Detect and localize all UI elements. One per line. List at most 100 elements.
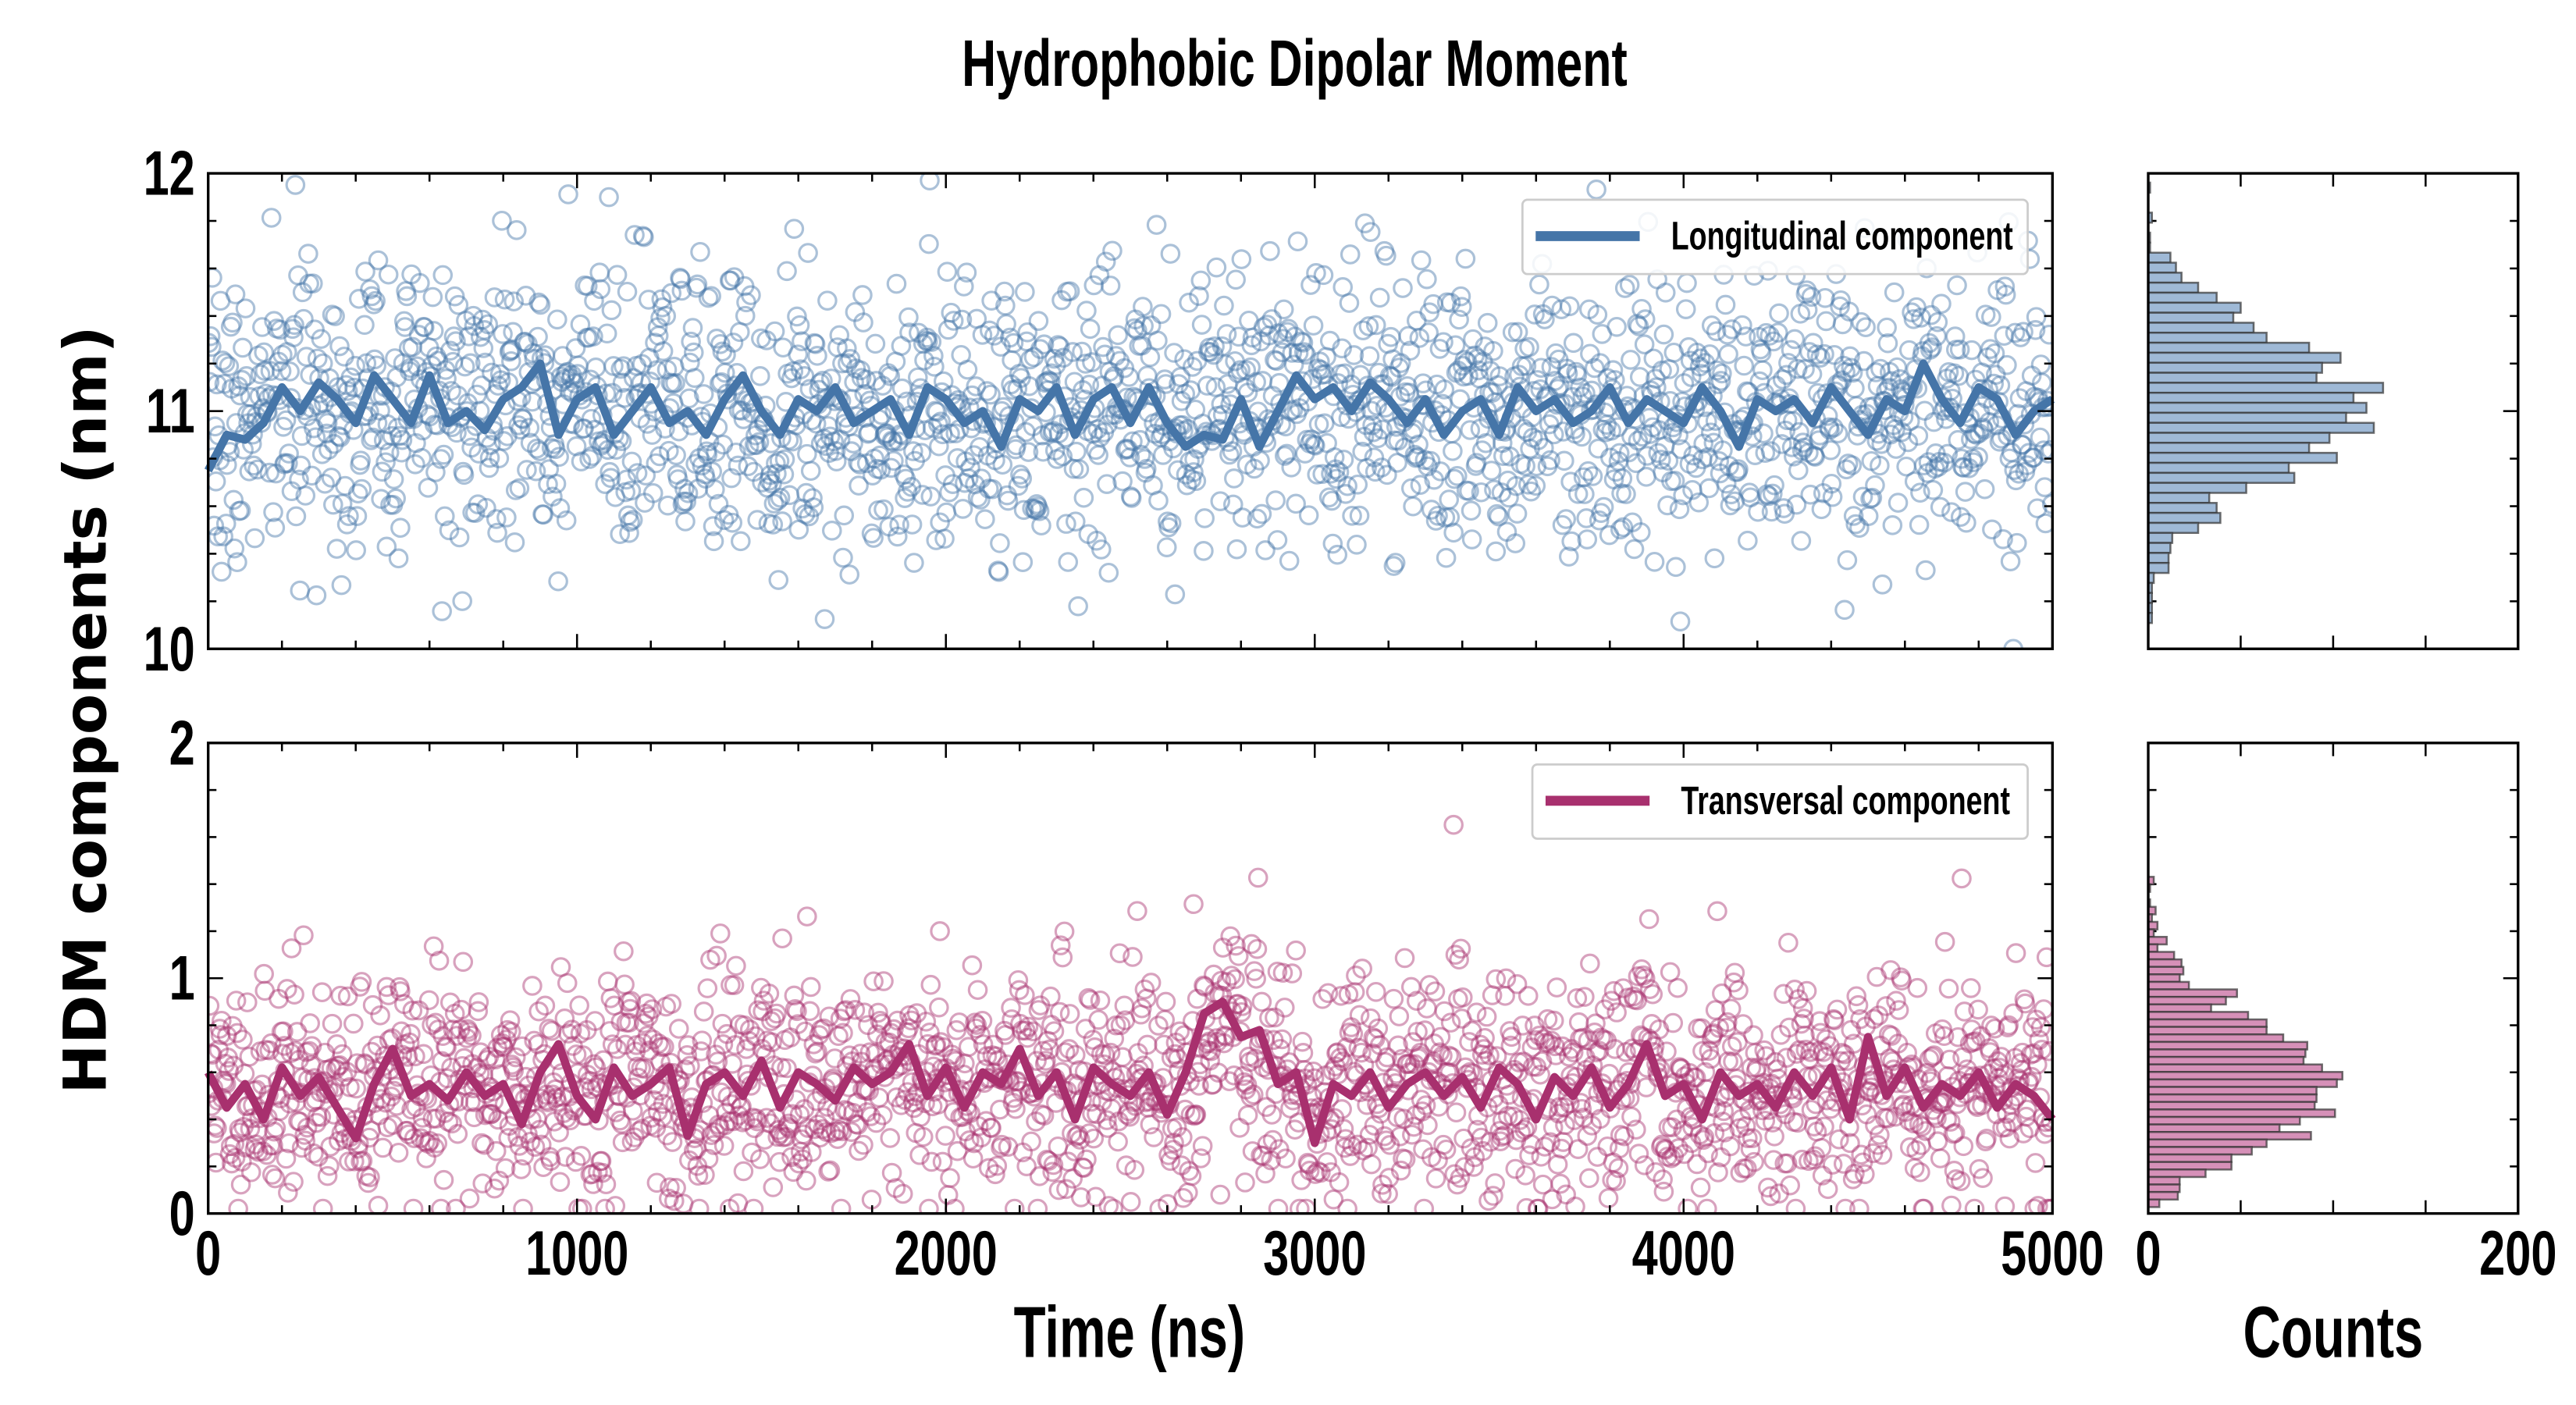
scatter-point (951, 344, 971, 365)
scatter-point (540, 1151, 561, 1171)
scatter-point (1065, 1044, 1086, 1065)
scatter-point (696, 441, 717, 462)
scatter-point (929, 997, 949, 1018)
scatter-point (1976, 1129, 1997, 1149)
scatter-point (710, 334, 731, 354)
scatter-point (447, 1123, 468, 1144)
scatter-point (1968, 446, 1988, 468)
scatter-point (1301, 429, 1322, 450)
scatter-point (519, 418, 540, 438)
scatter-point (1880, 424, 1901, 445)
scatter-point (1004, 1198, 1025, 1214)
scatter-point (502, 340, 522, 360)
scatter-point (656, 996, 677, 1017)
scatter-point (1109, 943, 1130, 964)
scatter-point (1090, 427, 1111, 447)
scatter-point (1183, 894, 1204, 915)
scatter-point (830, 429, 851, 450)
scatter-point (1679, 1062, 1700, 1083)
scatter-point (563, 1036, 583, 1056)
scatter-point (885, 1178, 906, 1198)
scatter-point (1810, 347, 1831, 368)
scatter-point (846, 1092, 867, 1113)
scatter-point (1015, 985, 1035, 1005)
scatter-point (1891, 967, 1911, 987)
scatter-point (2005, 470, 2026, 491)
scatter-point (399, 1032, 420, 1053)
scatter-point (1360, 222, 1381, 242)
scatter-point (1197, 375, 1218, 396)
scatter-point (1671, 1058, 1692, 1079)
scatter-point (460, 353, 481, 374)
scatter-point (912, 485, 933, 505)
scatter-point (1319, 330, 1340, 351)
scatter-point (568, 355, 589, 376)
histogram-bar (2147, 1130, 2312, 1141)
scatter-point (1423, 293, 1443, 315)
scatter-point (1507, 503, 1528, 524)
scatter-point (642, 999, 663, 1019)
scatter-point (1027, 496, 1048, 517)
scatter-point (817, 1122, 837, 1142)
scatter-point (265, 1168, 286, 1189)
scatter-point (314, 393, 334, 414)
scatter-point (1206, 257, 1227, 278)
scatter-point (1851, 1144, 1871, 1165)
y-tick-label: 11 (146, 375, 195, 446)
scatter-point (911, 443, 932, 463)
scatter-point (1837, 550, 1858, 571)
scatter-point (1332, 277, 1354, 297)
scatter-point (789, 1104, 810, 1125)
scatter-point (543, 1084, 563, 1105)
scatter-point (1497, 1106, 1518, 1126)
scatter-point (1016, 1020, 1036, 1041)
scatter-point (325, 306, 345, 326)
scatter-point (1530, 1064, 1550, 1085)
scatter-point (536, 1090, 557, 1111)
scatter-point (1950, 507, 1971, 528)
scatter-point (1540, 450, 1560, 471)
scatter-point (467, 384, 487, 405)
histogram-bar (2147, 511, 2222, 525)
scatter-point (1265, 490, 1286, 510)
scatter-point (1979, 1038, 2000, 1058)
scatter-point (839, 1045, 860, 1066)
scatter-point (1525, 1030, 1546, 1051)
scatter-point (1005, 1098, 1026, 1119)
scatter-point (994, 1020, 1015, 1041)
scatter-point (1057, 281, 1077, 302)
scatter-point (1364, 1029, 1386, 1049)
scatter-point (368, 250, 389, 271)
scatter-point (464, 503, 486, 523)
scatter-point (802, 488, 823, 508)
scatter-point (359, 1127, 379, 1148)
scatter-point (695, 1165, 715, 1185)
scatter-point (1999, 448, 2020, 469)
scatter-point (922, 418, 943, 439)
scatter-point (1964, 423, 1985, 444)
scatter-point (561, 365, 582, 386)
scatter-point (1516, 355, 1537, 376)
scatter-point (1206, 1028, 1227, 1048)
scatter-point (848, 452, 868, 473)
scatter-point (354, 315, 375, 336)
scatter-point (461, 1025, 482, 1046)
scatter-point (1531, 357, 1552, 379)
scatter-point (1292, 1031, 1313, 1052)
scatter-point (1534, 438, 1554, 458)
scatter-point (1179, 451, 1200, 471)
scatter-point (1810, 1023, 1831, 1044)
scatter-point (1054, 921, 1075, 942)
scatter-point (1918, 452, 1939, 472)
scatter-point (1997, 354, 2017, 375)
scatter-point (371, 489, 391, 509)
scatter-point (1414, 1020, 1436, 1040)
scatter-point (1994, 325, 2015, 347)
scatter-point (436, 1037, 456, 1057)
scatter-point (1024, 499, 1045, 519)
x-tick-label: 1000 (525, 1218, 628, 1288)
scatter-point (664, 356, 685, 377)
scatter-point (763, 493, 785, 514)
scatter-point (650, 308, 671, 329)
scatter-point (757, 1030, 777, 1051)
